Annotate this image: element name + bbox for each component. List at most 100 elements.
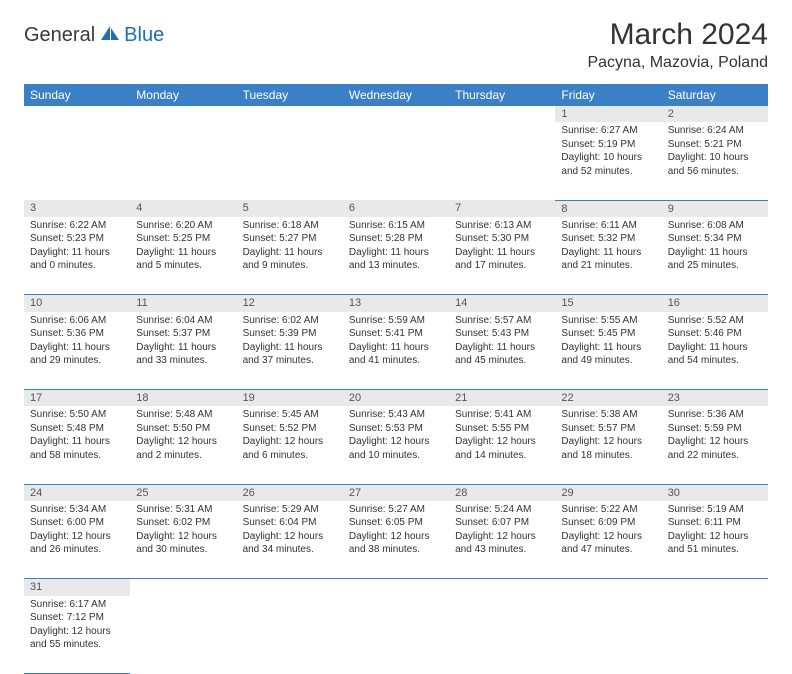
calendar-body: 12Sunrise: 6:27 AMSunset: 5:19 PMDayligh…: [24, 106, 768, 674]
daynum-row: 12: [24, 106, 768, 122]
sunset-text: Sunset: 6:07 PM: [455, 516, 549, 530]
day-number: 20: [343, 390, 449, 407]
daylight-text: Daylight: 12 hours and 10 minutes.: [349, 435, 443, 462]
day-cell: [343, 122, 449, 200]
sunset-text: Sunset: 5:21 PM: [668, 138, 762, 152]
day-cell: [237, 596, 343, 674]
daynum-row: 17181920212223: [24, 390, 768, 407]
day-cell: Sunrise: 5:24 AMSunset: 6:07 PMDaylight:…: [449, 501, 555, 579]
sunrise-text: Sunrise: 5:27 AM: [349, 503, 443, 517]
daynum-row: 24252627282930: [24, 484, 768, 501]
logo: General Blue: [24, 24, 164, 47]
logo-text-blue: Blue: [124, 24, 164, 47]
sunset-text: Sunset: 5:32 PM: [561, 232, 655, 246]
day-cell: Sunrise: 5:34 AMSunset: 6:00 PMDaylight:…: [24, 501, 130, 579]
sunrise-text: Sunrise: 5:52 AM: [668, 314, 762, 328]
daylight-text: Daylight: 11 hours and 33 minutes.: [136, 341, 230, 368]
day-number: 29: [555, 484, 661, 501]
day-number: 6: [343, 200, 449, 217]
sunrise-text: Sunrise: 6:02 AM: [243, 314, 337, 328]
day-number: 26: [237, 484, 343, 501]
day-number: 5: [237, 200, 343, 217]
day-number: [130, 106, 236, 122]
sunset-text: Sunset: 5:37 PM: [136, 327, 230, 341]
sunrise-text: Sunrise: 6:15 AM: [349, 219, 443, 233]
day-cell: Sunrise: 6:20 AMSunset: 5:25 PMDaylight:…: [130, 217, 236, 295]
day-cell: Sunrise: 6:06 AMSunset: 5:36 PMDaylight:…: [24, 312, 130, 390]
page-title: March 2024: [587, 18, 768, 52]
sunrise-text: Sunrise: 5:34 AM: [30, 503, 124, 517]
day-header: Monday: [130, 84, 236, 106]
day-cell: [449, 122, 555, 200]
day-number: [130, 579, 236, 596]
day-header-row: SundayMondayTuesdayWednesdayThursdayFrid…: [24, 84, 768, 106]
day-header: Tuesday: [237, 84, 343, 106]
sunrise-text: Sunrise: 5:43 AM: [349, 408, 443, 422]
sunset-text: Sunset: 5:57 PM: [561, 422, 655, 436]
sunrise-text: Sunrise: 6:08 AM: [668, 219, 762, 233]
sunset-text: Sunset: 5:55 PM: [455, 422, 549, 436]
daylight-text: Daylight: 12 hours and 43 minutes.: [455, 530, 549, 557]
day-info-row: Sunrise: 6:06 AMSunset: 5:36 PMDaylight:…: [24, 312, 768, 390]
daylight-text: Daylight: 11 hours and 37 minutes.: [243, 341, 337, 368]
day-cell: [24, 122, 130, 200]
daylight-text: Daylight: 11 hours and 58 minutes.: [30, 435, 124, 462]
day-cell: Sunrise: 5:19 AMSunset: 6:11 PMDaylight:…: [662, 501, 768, 579]
daylight-text: Daylight: 12 hours and 38 minutes.: [349, 530, 443, 557]
day-number: 3: [24, 200, 130, 217]
day-number: 14: [449, 295, 555, 312]
sunset-text: Sunset: 5:23 PM: [30, 232, 124, 246]
day-info-row: Sunrise: 6:22 AMSunset: 5:23 PMDaylight:…: [24, 217, 768, 295]
sunrise-text: Sunrise: 5:29 AM: [243, 503, 337, 517]
daylight-text: Daylight: 12 hours and 34 minutes.: [243, 530, 337, 557]
sunrise-text: Sunrise: 5:19 AM: [668, 503, 762, 517]
sail-icon: [99, 24, 121, 47]
header: General Blue March 2024 Pacyna, Mazovia,…: [24, 18, 768, 72]
sunset-text: Sunset: 6:09 PM: [561, 516, 655, 530]
day-number: [555, 579, 661, 596]
daynum-row: 3456789: [24, 200, 768, 217]
sunset-text: Sunset: 6:05 PM: [349, 516, 443, 530]
sunrise-text: Sunrise: 5:41 AM: [455, 408, 549, 422]
daylight-text: Daylight: 11 hours and 0 minutes.: [30, 246, 124, 273]
day-number: 23: [662, 390, 768, 407]
daylight-text: Daylight: 11 hours and 29 minutes.: [30, 341, 124, 368]
day-cell: Sunrise: 5:57 AMSunset: 5:43 PMDaylight:…: [449, 312, 555, 390]
day-number: 27: [343, 484, 449, 501]
sunset-text: Sunset: 5:19 PM: [561, 138, 655, 152]
sunrise-text: Sunrise: 5:48 AM: [136, 408, 230, 422]
daylight-text: Daylight: 12 hours and 14 minutes.: [455, 435, 549, 462]
sunrise-text: Sunrise: 6:22 AM: [30, 219, 124, 233]
daylight-text: Daylight: 11 hours and 25 minutes.: [668, 246, 762, 273]
sunrise-text: Sunrise: 5:59 AM: [349, 314, 443, 328]
daylight-text: Daylight: 11 hours and 41 minutes.: [349, 341, 443, 368]
sunset-text: Sunset: 5:46 PM: [668, 327, 762, 341]
day-cell: Sunrise: 5:27 AMSunset: 6:05 PMDaylight:…: [343, 501, 449, 579]
location-text: Pacyna, Mazovia, Poland: [587, 54, 768, 72]
day-number: [449, 579, 555, 596]
daylight-text: Daylight: 12 hours and 22 minutes.: [668, 435, 762, 462]
day-header: Sunday: [24, 84, 130, 106]
sunrise-text: Sunrise: 6:06 AM: [30, 314, 124, 328]
sunrise-text: Sunrise: 6:24 AM: [668, 124, 762, 138]
sunset-text: Sunset: 7:12 PM: [30, 611, 124, 625]
daylight-text: Daylight: 12 hours and 30 minutes.: [136, 530, 230, 557]
daylight-text: Daylight: 11 hours and 21 minutes.: [561, 246, 655, 273]
daylight-text: Daylight: 10 hours and 52 minutes.: [561, 151, 655, 178]
sunrise-text: Sunrise: 5:31 AM: [136, 503, 230, 517]
sunset-text: Sunset: 6:02 PM: [136, 516, 230, 530]
sunrise-text: Sunrise: 5:55 AM: [561, 314, 655, 328]
daylight-text: Daylight: 12 hours and 6 minutes.: [243, 435, 337, 462]
day-number: 1: [555, 106, 661, 122]
daylight-text: Daylight: 11 hours and 5 minutes.: [136, 246, 230, 273]
day-number: 24: [24, 484, 130, 501]
day-cell: Sunrise: 5:55 AMSunset: 5:45 PMDaylight:…: [555, 312, 661, 390]
sunset-text: Sunset: 5:39 PM: [243, 327, 337, 341]
day-number: 15: [555, 295, 661, 312]
day-number: 13: [343, 295, 449, 312]
day-cell: Sunrise: 5:38 AMSunset: 5:57 PMDaylight:…: [555, 406, 661, 484]
sunset-text: Sunset: 5:45 PM: [561, 327, 655, 341]
sunset-text: Sunset: 5:30 PM: [455, 232, 549, 246]
day-number: 8: [555, 200, 661, 217]
day-info-row: Sunrise: 6:17 AMSunset: 7:12 PMDaylight:…: [24, 596, 768, 674]
